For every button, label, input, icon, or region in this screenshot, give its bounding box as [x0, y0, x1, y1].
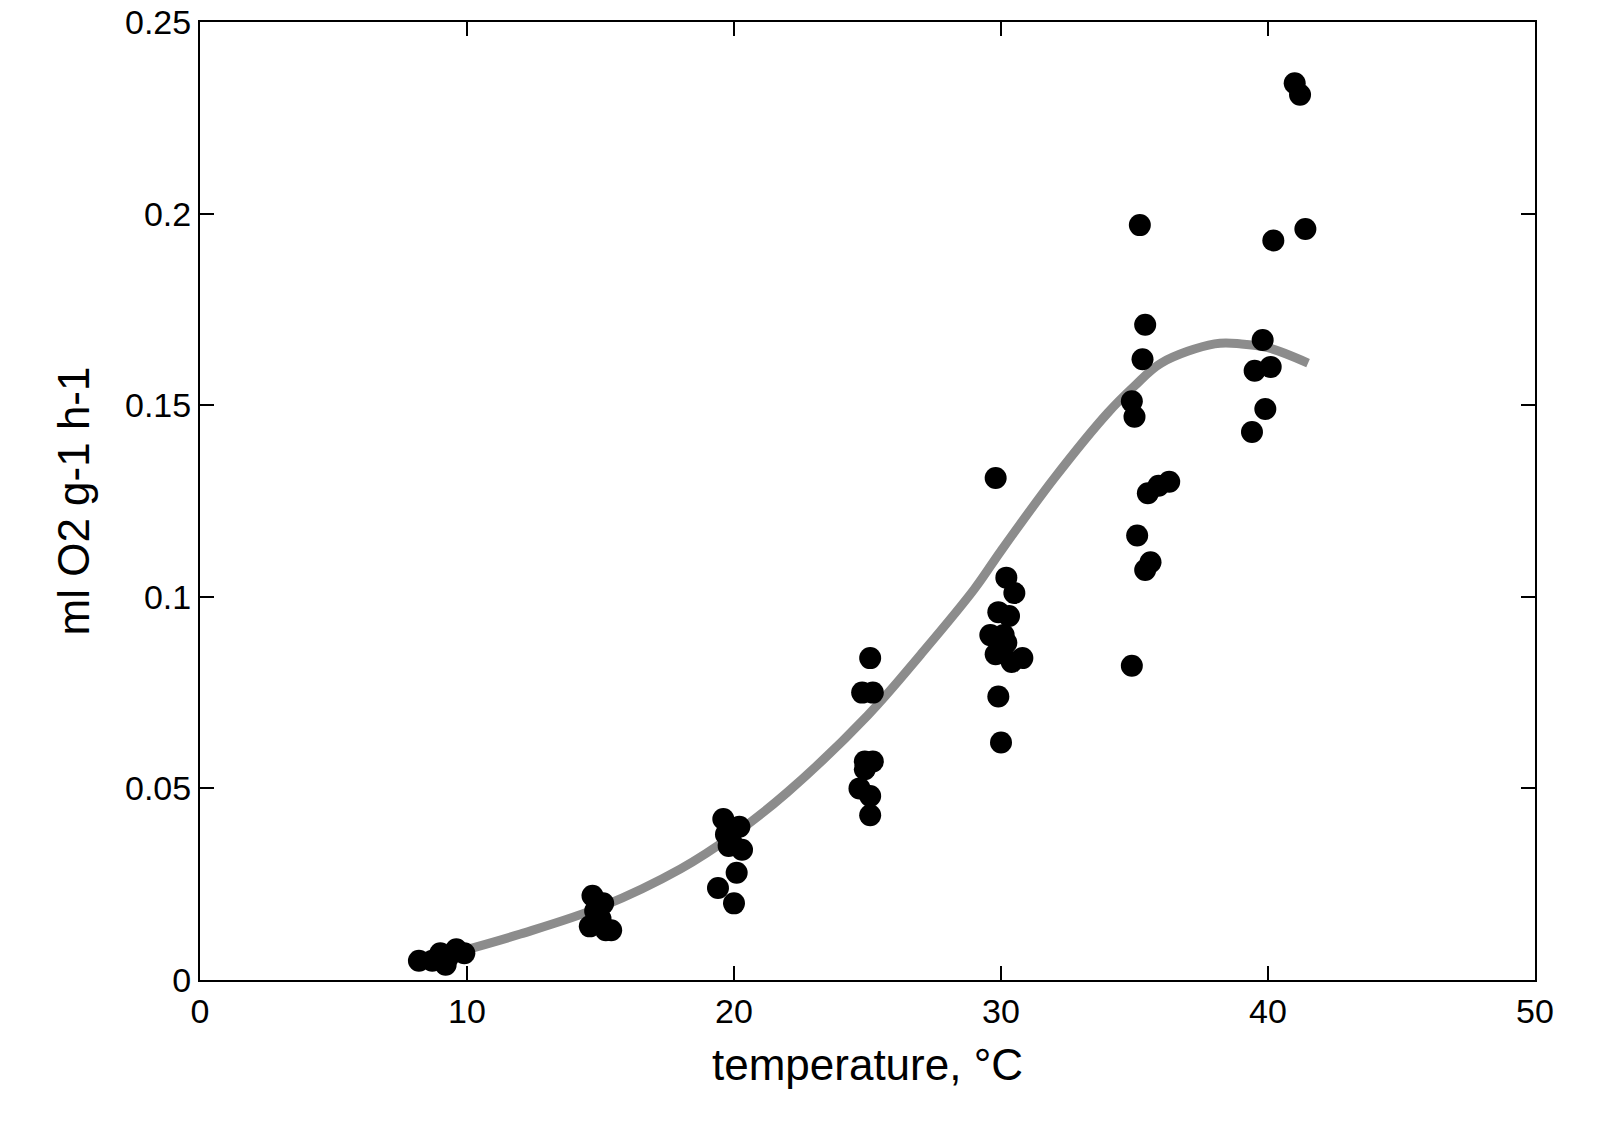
svg-text:ml O2 g-1 h-1: ml O2 g-1 h-1 [49, 367, 98, 636]
svg-text:20: 20 [715, 992, 753, 1030]
svg-text:30: 30 [982, 992, 1020, 1030]
svg-text:40: 40 [1249, 992, 1287, 1030]
svg-text:50: 50 [1516, 992, 1554, 1030]
svg-text:0.05: 0.05 [125, 769, 191, 807]
svg-text:0: 0 [191, 992, 210, 1030]
svg-text:0.15: 0.15 [125, 386, 191, 424]
svg-text:temperature, °C: temperature, °C [712, 1040, 1023, 1089]
svg-text:10: 10 [448, 992, 486, 1030]
svg-text:0.2: 0.2 [144, 195, 191, 233]
svg-text:0: 0 [172, 961, 191, 999]
svg-text:0.1: 0.1 [144, 578, 191, 616]
svg-text:0.25: 0.25 [125, 3, 191, 41]
